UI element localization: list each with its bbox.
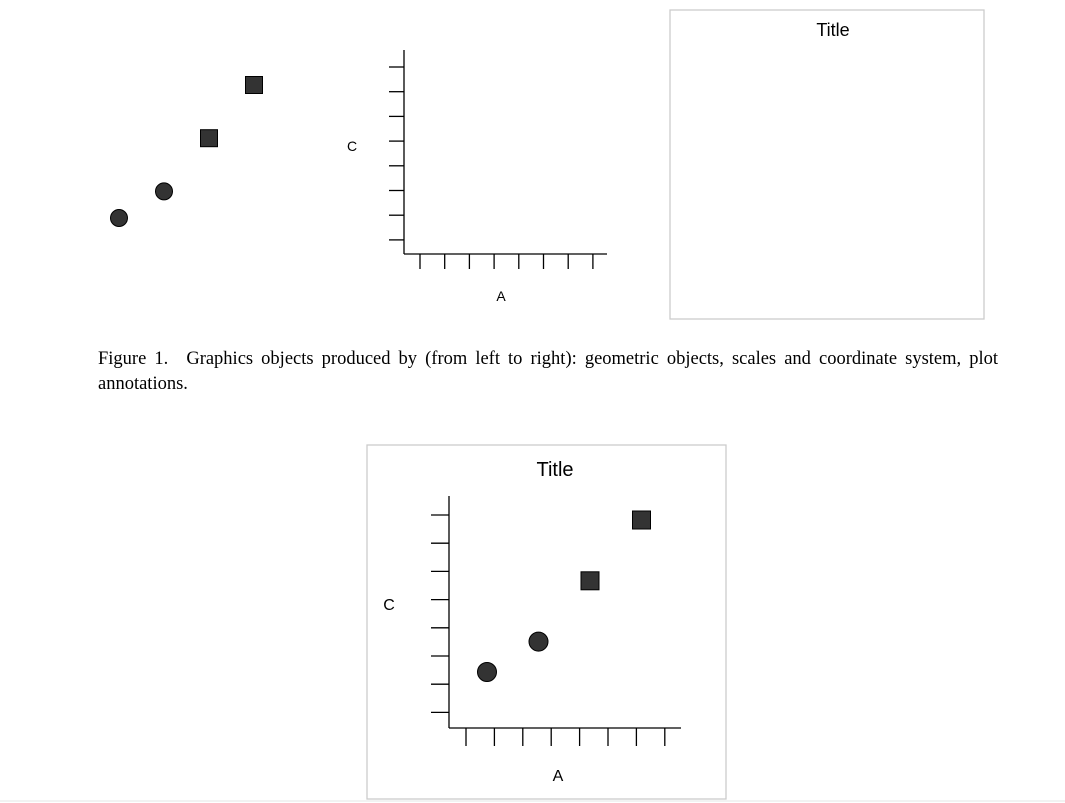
data-point-circle	[477, 662, 497, 682]
combined-plot-title: Title	[536, 459, 573, 481]
data-point-square	[245, 76, 263, 94]
caption-label: Figure 1.	[98, 349, 169, 369]
combined-y-axis-label: C	[383, 597, 395, 614]
data-point-square	[200, 129, 218, 148]
y-axis-ticks	[389, 66, 404, 241]
geometric-objects-panel	[110, 76, 263, 227]
data-point-square	[580, 571, 600, 591]
x-axis-ticks	[419, 254, 594, 269]
combined-plot-panel: Title C A	[366, 444, 727, 800]
figure-1-caption: Figure 1. Graphics objects produced by (…	[98, 347, 998, 397]
combined-y-axis-ticks	[431, 514, 449, 714]
caption-text: Graphics objects produced by (from left …	[98, 349, 998, 394]
data-point-square	[632, 510, 651, 530]
data-point-circle	[110, 209, 128, 227]
combined-data-points	[477, 510, 651, 682]
data-point-circle	[528, 631, 549, 652]
y-axis-label: C	[347, 138, 357, 154]
x-axis-label: A	[496, 288, 506, 304]
scales-coordinate-panel: C A	[347, 50, 607, 304]
combined-frame	[366, 444, 727, 800]
plot-title: Title	[816, 20, 849, 40]
annotation-frame	[669, 9, 985, 320]
plot-annotations-panel: Title	[669, 9, 985, 320]
data-point-circle	[155, 182, 173, 201]
combined-x-axis-label: A	[553, 768, 564, 785]
combined-x-axis-ticks	[465, 728, 666, 746]
